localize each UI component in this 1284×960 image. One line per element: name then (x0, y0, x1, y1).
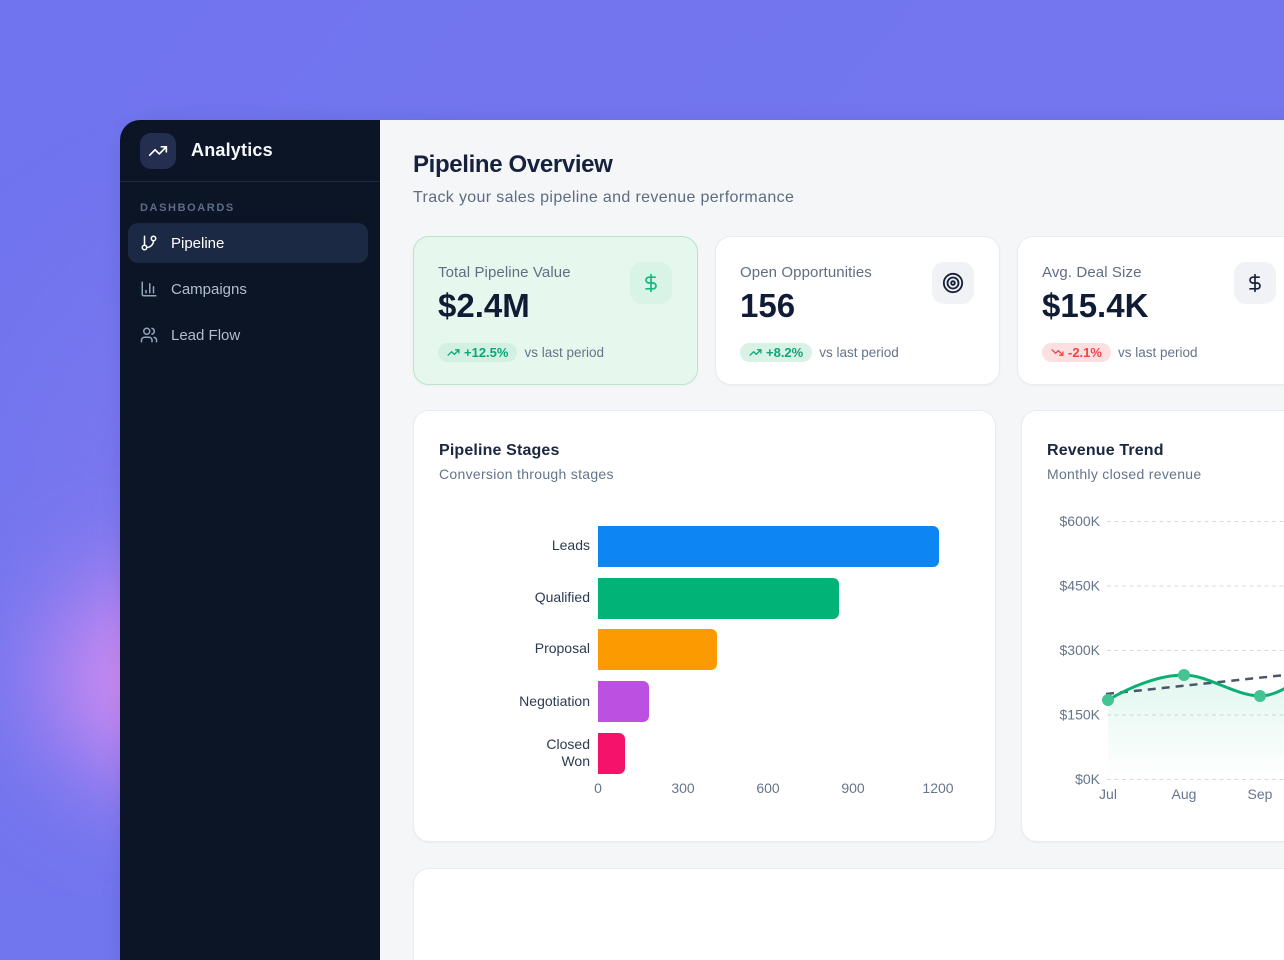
svg-text:Jul: Jul (1099, 786, 1117, 802)
svg-text:$150K: $150K (1060, 707, 1101, 723)
svg-text:$450K: $450K (1060, 578, 1101, 594)
svg-text:$300K: $300K (1060, 642, 1101, 658)
svg-text:$600K: $600K (1060, 513, 1101, 529)
svg-text:Sep: Sep (1248, 786, 1273, 802)
svg-text:Aug: Aug (1172, 786, 1197, 802)
svg-text:$0K: $0K (1075, 771, 1101, 787)
